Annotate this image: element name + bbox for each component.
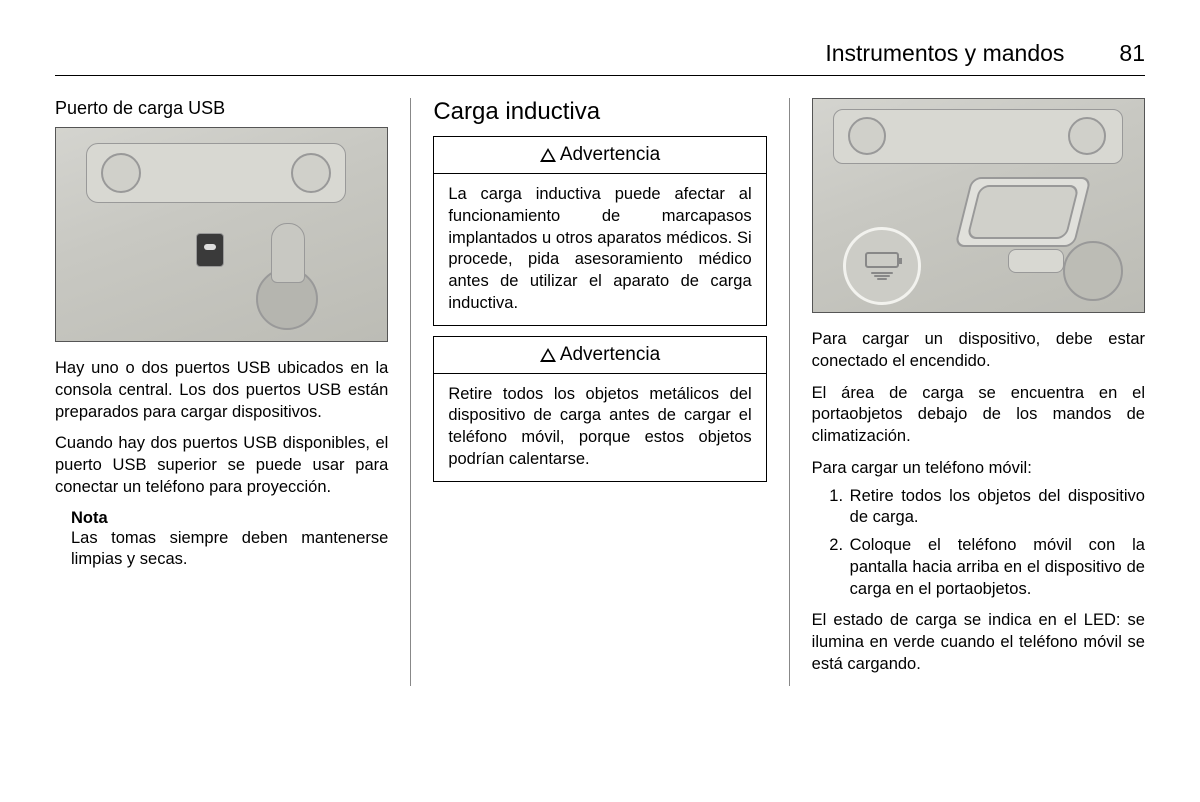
content-columns: Puerto de carga USB Hay uno o dos puerto… — [55, 98, 1145, 686]
wireless-waves-icon — [871, 271, 893, 281]
column-separator-2 — [789, 98, 790, 686]
warning-body-2: Retire todos los objetos metálicos del d… — [434, 374, 765, 481]
warning-box-1: Advertencia La carga inductiva puede afe… — [433, 136, 766, 326]
column-separator-1 — [410, 98, 411, 686]
column-2: Carga inductiva Advertencia La carga ind… — [433, 98, 766, 686]
inductive-paragraph-2: El área de carga se encuentra en el port… — [812, 383, 1145, 448]
warning-triangle-icon — [540, 348, 556, 362]
warning-body-1: La carga inductiva puede afectar al func… — [434, 174, 765, 325]
warning-label-2: Advertencia — [560, 344, 660, 366]
warning-header-1: Advertencia — [434, 137, 765, 174]
usb-port-illustration — [55, 127, 388, 342]
warning-box-2: Advertencia Retire todos los objetos met… — [433, 336, 766, 482]
usb-paragraph-1: Hay uno o dos puertos USB ubicados en la… — [55, 358, 388, 423]
battery-icon — [865, 252, 899, 268]
warning-header-2: Advertencia — [434, 337, 765, 374]
charging-step-1: Retire todos los objetos del dispo­sitiv… — [848, 486, 1145, 530]
column-1: Puerto de carga USB Hay uno o dos puerto… — [55, 98, 388, 686]
note-label: Nota — [71, 509, 388, 528]
inductive-heading: Carga inductiva — [433, 98, 766, 126]
inductive-paragraph-1: Para cargar un dispositivo, debe estar c… — [812, 329, 1145, 373]
inductive-charging-illustration — [812, 98, 1145, 313]
warning-triangle-icon — [540, 148, 556, 162]
charging-steps-list: Retire todos los objetos del dispo­sitiv… — [812, 486, 1145, 601]
inductive-paragraph-4: El estado de carga se indica en el LED: … — [812, 610, 1145, 675]
inductive-paragraph-3: Para cargar un teléfono móvil: — [812, 458, 1145, 480]
usb-heading: Puerto de carga USB — [55, 98, 388, 119]
note-text: Las tomas siempre deben mante­nerse limp… — [71, 528, 388, 572]
header-page-number: 81 — [1119, 40, 1145, 67]
usb-paragraph-2: Cuando hay dos puertos USB dispo­nibles,… — [55, 433, 388, 498]
warning-label-1: Advertencia — [560, 144, 660, 166]
header-section-title: Instrumentos y mandos — [825, 40, 1064, 67]
column-3: Para cargar un dispositivo, debe estar c… — [812, 98, 1145, 686]
page-header: Instrumentos y mandos 81 — [55, 40, 1145, 76]
charging-step-2: Coloque el teléfono móvil con la pantall… — [848, 535, 1145, 600]
